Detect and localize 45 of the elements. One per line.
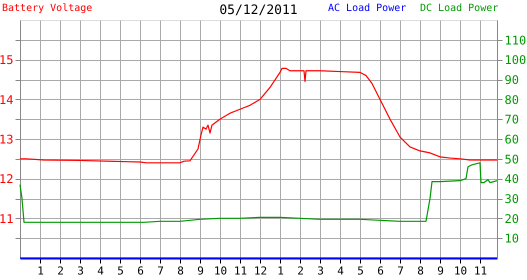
y2-tick-label: 90: [504, 73, 519, 87]
x-tick-label: 8: [417, 264, 424, 278]
x-tick-label: 5: [117, 264, 124, 278]
x-tick-label: 11: [474, 264, 488, 278]
y2-tick-label: 80: [504, 92, 519, 107]
y2-tick-label: 100: [504, 53, 526, 68]
x-tick-label: 11: [234, 264, 248, 278]
x-tick-label: 10: [214, 264, 228, 278]
x-tick-label: 2: [297, 264, 304, 278]
x-tick-label: 8: [177, 264, 184, 278]
line-series: [19, 162, 498, 223]
text: Battery Voltage: [2, 3, 92, 14]
y2-tick-label: 60: [504, 132, 519, 146]
x-tick-label: 9: [197, 264, 204, 278]
y-tick-label: 11: [0, 212, 14, 226]
x-tick-label: 12: [254, 264, 268, 278]
y2-tick-label: 50: [504, 152, 519, 166]
x-tick-label: 6: [377, 264, 384, 278]
x-tick-label: 7: [397, 264, 404, 278]
chart-title: 05/12/2011: [219, 3, 298, 18]
y2-tick-label: 110: [504, 33, 526, 48]
text: AC Load Power: [328, 3, 406, 14]
x-tick-label: 5: [357, 264, 364, 278]
y2-tick-label: 10: [504, 232, 519, 246]
x-tick-label: 1: [37, 264, 44, 278]
x-tick-label: 10: [454, 264, 468, 278]
y-tick-label: 15: [0, 53, 14, 68]
y-tick-label: 14: [0, 92, 14, 107]
x-tick-label: 9: [437, 264, 444, 278]
y2-tick-label: 40: [504, 172, 519, 186]
x-tick-label: 3: [77, 264, 84, 278]
y2-tick-label: 70: [504, 112, 519, 127]
y-tick-label: 12: [0, 172, 14, 186]
y2-tick-label: 20: [504, 212, 519, 226]
x-tick-label: 4: [337, 264, 344, 278]
x-tick-label: 7: [157, 264, 164, 278]
x-tick-label: 2: [57, 264, 64, 278]
x-tick-label: 1: [277, 264, 284, 278]
text: DC Load Power: [420, 3, 498, 14]
x-tick-label: 3: [317, 264, 324, 278]
y-tick-label: 13: [0, 132, 14, 146]
y2-tick-label: 30: [504, 192, 519, 206]
x-tick-label: 4: [97, 264, 104, 278]
x-tick-label: 6: [137, 264, 144, 278]
line-series: [19, 68, 498, 164]
